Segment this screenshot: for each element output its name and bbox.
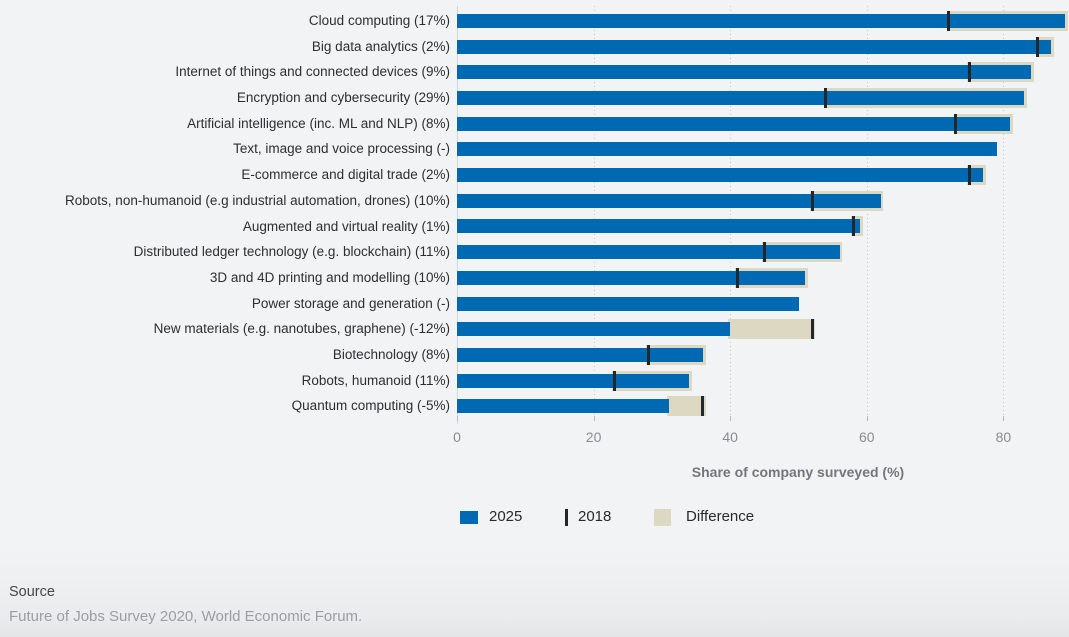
gridline-60 (866, 6, 868, 420)
marker-2018 (851, 216, 855, 237)
marker-2018 (646, 344, 650, 365)
bar-2025 (457, 245, 840, 260)
category-label: Robots, non-humanoid (e.g industrial aut… (65, 192, 450, 208)
marker-2018 (735, 267, 739, 288)
marker-2018 (824, 87, 828, 108)
x-tick-label-60: 60 (859, 429, 875, 445)
bar-2025 (457, 39, 1052, 54)
marker-2018 (612, 370, 616, 391)
category-labels: Cloud computing (17%) Big data analytics … (0, 8, 450, 419)
marker-2018 (967, 62, 971, 83)
category-label: Power storage and generation (-) (251, 295, 450, 311)
x-tick-label-0: 0 (453, 429, 461, 445)
legend-swatch-2025 (460, 511, 478, 524)
gridline-20 (593, 6, 595, 420)
x-axis-title: Share of company surveyed (%) (691, 464, 905, 480)
bar-2025 (457, 347, 703, 362)
x-tick-label-80: 80 (995, 429, 1012, 445)
bar-2025 (457, 90, 1024, 105)
marker-2018 (810, 190, 814, 211)
difference-band (666, 396, 706, 417)
x-tick-label-20: 20 (585, 429, 602, 445)
bar-2025 (457, 168, 983, 182)
marker-2018 (810, 319, 814, 340)
category-label: Quantum computing (-5%) (291, 398, 450, 414)
y-axis-line (457, 6, 458, 424)
category-label: Artificial intelligence (inc. ML and NLP… (187, 115, 450, 131)
legend-swatch-2018 (565, 509, 568, 526)
category-label: Encryption and cybersecurity (29%) (236, 90, 450, 106)
legend-swatch-difference (654, 509, 671, 526)
bar-2025 (457, 193, 881, 208)
tick-mark-40 (730, 416, 732, 421)
x-axis-tick-marks (457, 416, 1069, 422)
category-label: Robots, humanoid (11%) (301, 372, 450, 388)
bar-2025 (457, 65, 1031, 80)
source-text: Future of Jobs Survey 2020, World Econom… (9, 608, 363, 625)
legend: 2025 2018 Difference (457, 506, 1069, 528)
category-label: Augmented and virtual reality (1%) (242, 218, 450, 234)
category-label: Cloud computing (17%) (308, 13, 450, 28)
bar-2025 (457, 373, 690, 388)
category-label: New materials (e.g. nanotubes, graphene)… (153, 321, 450, 337)
category-label: Big data analytics (2%) (311, 38, 450, 54)
bar-2025 (457, 399, 669, 414)
gridline-80 (1003, 6, 1005, 420)
difference-band (728, 319, 816, 340)
category-label: Biotechnology (8%) (332, 346, 450, 362)
tick-mark-80 (1003, 416, 1005, 421)
bar-2025 (457, 219, 860, 234)
category-label: E-commerce and digital trade (2%) (241, 167, 450, 183)
tick-mark-20 (593, 416, 595, 421)
category-label: 3D and 4D printing and modelling (10%) (209, 269, 450, 285)
marker-2018 (954, 113, 958, 134)
bar-2025 (457, 116, 1011, 131)
marker-2018 (1036, 36, 1040, 57)
legend-label-2018: 2018 (578, 508, 612, 525)
tick-mark-60 (866, 416, 868, 421)
legend-label-difference: Difference (686, 508, 755, 525)
plot-area (457, 6, 1069, 424)
legend-label-2025: 2025 (489, 508, 523, 525)
bar-2025 (457, 13, 1065, 28)
source-heading: Source (9, 584, 55, 600)
gridline-40 (730, 6, 732, 420)
bar-2025 (457, 296, 799, 311)
marker-2018 (947, 10, 951, 31)
marker-2018 (762, 242, 766, 263)
category-label: Text, image and voice processing (-) (233, 141, 450, 157)
bar-2025 (457, 322, 731, 337)
bar-2025 (457, 270, 806, 285)
x-tick-label-40: 40 (722, 429, 738, 445)
category-label: Distributed ledger technology (e.g. bloc… (133, 244, 450, 260)
marker-2018 (701, 396, 705, 417)
tick-mark-0 (457, 416, 458, 421)
x-axis-tick-labels: 0 20 40 60 80 (453, 429, 1069, 447)
bar-2025 (457, 142, 997, 157)
category-label: Internet of things and connected devices… (175, 64, 450, 80)
marker-2018 (967, 165, 971, 185)
